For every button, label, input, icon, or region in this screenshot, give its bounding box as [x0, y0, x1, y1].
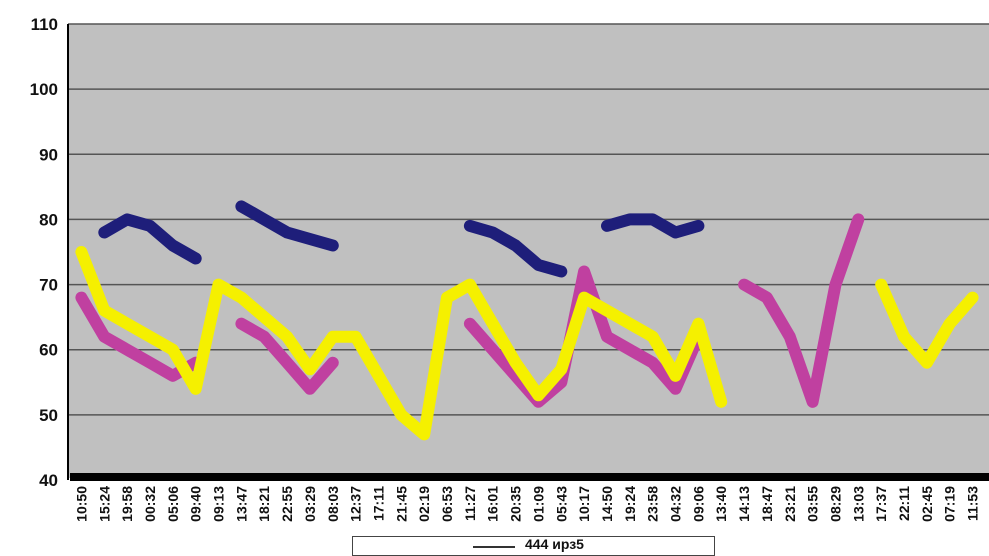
y-tick-label: 100: [30, 80, 58, 99]
x-tick-label: 15:24: [96, 486, 112, 522]
x-tick-label: 14:13: [736, 486, 752, 522]
x-tick-label: 19:24: [622, 486, 638, 522]
y-tick-label: 60: [39, 341, 58, 360]
x-tick-label: 11:53: [965, 486, 981, 521]
y-tick-label: 90: [39, 145, 58, 164]
y-tick-label: 40: [39, 471, 58, 490]
x-tick-label: 22:11: [896, 486, 912, 521]
y-tick-label: 110: [31, 15, 58, 34]
x-tick-label: 00:32: [142, 486, 158, 522]
x-tick-label: 20:35: [508, 486, 524, 522]
x-tick-label: 13:47: [233, 486, 249, 522]
x-tick-label: 18:47: [759, 486, 775, 522]
series-line: [875, 278, 979, 369]
x-tick-label: 09:06: [690, 486, 706, 522]
legend: 444 ирз5: [352, 536, 715, 556]
x-tick-label: 03:55: [805, 486, 821, 522]
x-tick-label: 10:17: [576, 486, 592, 522]
x-tick-label: 17:11: [370, 486, 386, 521]
x-axis-bar: [70, 473, 989, 481]
x-tick-label: 09:40: [188, 486, 204, 522]
series-line: [75, 291, 202, 382]
x-tick-label: 18:21: [256, 486, 272, 522]
series-line: [738, 213, 865, 408]
y-tick-labels: 40 50 60 70 80 90 100 110: [30, 15, 58, 490]
x-tick-label: 05:43: [553, 486, 569, 522]
series-line: [75, 246, 728, 441]
y-tick-label: 50: [39, 406, 58, 425]
x-tick-labels: 10:50 15:24 19:58 00:32 05:06 09:40 09:13 13:47…: [73, 486, 980, 522]
x-tick-label: 12:37: [348, 486, 364, 522]
x-tick-label: 21:45: [393, 486, 409, 522]
series-line: [235, 200, 339, 252]
series-layer: [75, 200, 979, 441]
legend-swatch: [473, 546, 515, 548]
x-tick-label: 06:53: [439, 486, 455, 522]
x-tick-label: 11:27: [462, 486, 478, 521]
series-line: [463, 219, 568, 278]
x-tick-label: 13:03: [850, 486, 866, 522]
y-tick-label: 70: [39, 276, 58, 295]
x-tick-label: 01:09: [530, 486, 546, 522]
x-tick-label: 02:45: [919, 486, 935, 522]
x-tick-label: 04:32: [668, 486, 684, 522]
x-tick-label: 16:01: [485, 486, 501, 522]
x-tick-label: 14:50: [599, 486, 615, 522]
x-tick-label: 13:40: [713, 486, 729, 522]
series-line: [235, 317, 339, 395]
x-tick-label: 17:37: [873, 486, 889, 522]
x-tick-label: 08:29: [827, 486, 843, 522]
legend-label: 444 ирз5: [525, 536, 584, 552]
y-tick-label: 80: [39, 210, 58, 229]
x-tick-label: 23:21: [782, 486, 798, 522]
x-tick-label: 22:55: [279, 486, 295, 522]
x-tick-label: 03:29: [302, 486, 318, 522]
x-tick-label: 09:13: [211, 486, 227, 522]
x-tick-label: 07:19: [942, 486, 958, 522]
x-tick-label: 23:58: [645, 486, 661, 522]
x-tick-label: 19:58: [119, 486, 135, 522]
x-tick-label: 05:06: [165, 486, 181, 522]
series-line: [601, 213, 705, 239]
series-line: [463, 265, 705, 408]
x-tick-label: 10:50: [73, 486, 89, 522]
series-line: [98, 213, 202, 265]
x-tick-label: 02:19: [416, 486, 432, 522]
x-tick-label: 08:03: [325, 486, 341, 522]
